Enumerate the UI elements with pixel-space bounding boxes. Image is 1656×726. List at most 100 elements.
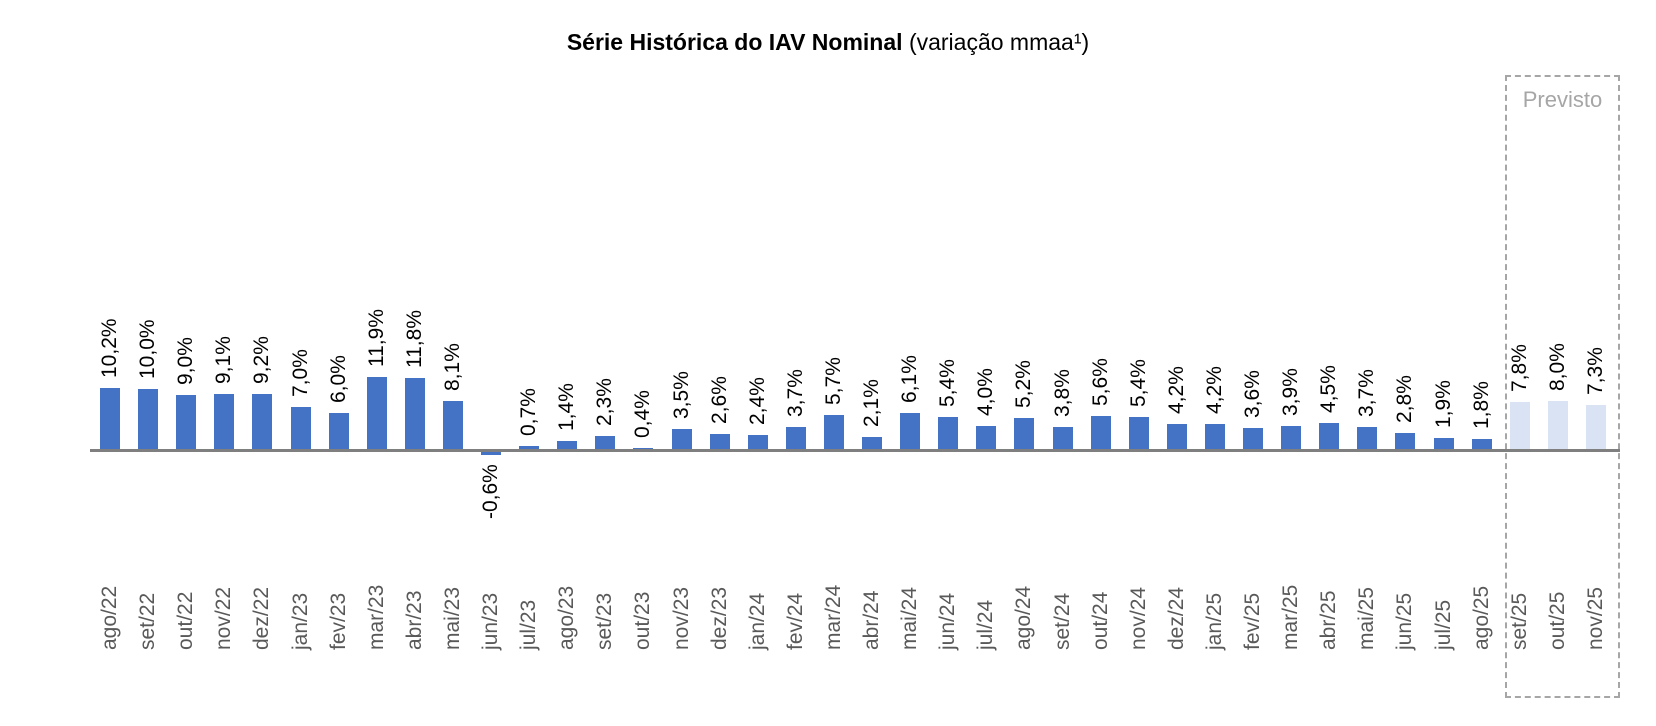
x-tick-label: out/24	[1088, 591, 1112, 650]
bar-value-label: 7,8%	[1507, 344, 1531, 393]
forecast-region-box: Previsto	[1505, 75, 1620, 698]
bar	[1052, 426, 1073, 450]
bar-value-label: 9,0%	[174, 337, 198, 386]
x-tick-label: jul/23	[517, 599, 541, 650]
bar	[328, 413, 349, 450]
bar	[1471, 439, 1492, 450]
bar	[1243, 428, 1263, 450]
bar-value-label: 3,6%	[1241, 370, 1264, 419]
bar	[1357, 427, 1378, 450]
bar-value-label: 5,4%	[936, 359, 960, 408]
x-tick-label: set/23	[593, 592, 617, 650]
x-tick-label: mai/25	[1355, 586, 1379, 650]
bar	[785, 427, 806, 450]
bar-value-label: 2,8%	[1393, 375, 1417, 423]
bar-value-label: 8,0%	[1545, 343, 1569, 392]
bar	[823, 415, 844, 450]
bar-value-label: 8,1%	[440, 342, 464, 391]
bar	[176, 395, 197, 450]
x-tick-label: mar/24	[821, 584, 845, 650]
x-tick-label: nov/22	[212, 586, 236, 650]
bar	[938, 417, 959, 450]
x-tick-label: out/25	[1545, 591, 1569, 650]
bar-value-label: 6,1%	[898, 354, 922, 403]
bar-value-label: 0,7%	[517, 387, 541, 436]
x-tick-label: mai/24	[898, 586, 922, 650]
x-tick-label: ago/22	[98, 585, 121, 650]
forecast-bar	[1509, 402, 1530, 450]
chart-title-main: Série Histórica do IAV Nominal	[566, 29, 903, 55]
bar-value-label: 1,8%	[1469, 381, 1493, 430]
bar	[1014, 418, 1035, 450]
x-tick-label: dez/24	[1164, 586, 1188, 650]
bar	[519, 445, 540, 450]
x-tick-label: set/24	[1050, 592, 1074, 650]
bar	[481, 451, 501, 455]
bar-value-label: 1,9%	[1431, 380, 1455, 429]
bar	[1166, 424, 1187, 450]
bar-value-label: 9,2%	[250, 336, 274, 384]
x-tick-label: fev/24	[783, 592, 807, 650]
bar	[595, 435, 616, 450]
bar-value-label: 5,4%	[1126, 359, 1150, 408]
bar-value-label: 10,2%	[98, 318, 121, 378]
bar	[1433, 438, 1454, 450]
x-tick-label: jun/25	[1393, 592, 1417, 650]
x-tick-label: jun/24	[936, 592, 960, 650]
bar-value-label: 7,0%	[288, 349, 312, 398]
bar-value-label: 3,8%	[1050, 368, 1074, 417]
x-tick-label: nov/24	[1126, 586, 1150, 650]
bar	[1395, 432, 1416, 450]
bar-value-label: 10,0%	[136, 319, 160, 379]
bar	[404, 378, 425, 450]
x-tick-label: abr/25	[1317, 590, 1341, 650]
bar-value-label: 3,7%	[783, 369, 807, 418]
forecast-bar	[1585, 405, 1606, 450]
bar-value-label: 3,7%	[1355, 369, 1379, 418]
x-tick-label: nov/23	[669, 586, 693, 650]
bar-value-label: 6,0%	[326, 355, 350, 404]
bar-value-label: 11,9%	[364, 309, 388, 368]
bar-value-label: 3,5%	[669, 370, 693, 419]
bar-value-label: 1,4%	[555, 383, 579, 432]
bar	[214, 394, 235, 450]
bar-value-label: 4,2%	[1202, 366, 1226, 415]
x-tick-label: fev/25	[1241, 592, 1264, 650]
x-tick-label: abr/24	[860, 590, 883, 650]
bar-value-label: -0,6%	[479, 464, 502, 519]
bar-value-label: 4,2%	[1164, 366, 1188, 415]
bar	[900, 412, 921, 450]
x-tick-label: ago/23	[555, 585, 579, 650]
x-tick-label: mar/25	[1279, 584, 1303, 650]
bar	[747, 435, 768, 450]
forecast-bar	[1547, 401, 1568, 450]
forecast-label: Previsto	[1522, 87, 1603, 112]
bar	[1281, 426, 1302, 450]
x-tick-label: set/25	[1507, 592, 1531, 650]
bar	[557, 441, 578, 450]
bar	[671, 428, 692, 450]
bar	[1204, 424, 1225, 450]
bar	[290, 407, 311, 450]
chart-title: Série Histórica do IAV Nominal (variação…	[0, 28, 1656, 56]
bar	[138, 389, 159, 450]
x-tick-label: jul/25	[1431, 599, 1455, 650]
bar-value-label: 5,6%	[1088, 357, 1112, 406]
bar-value-label: 3,9%	[1279, 368, 1303, 417]
x-tick-label: jun/23	[479, 592, 502, 650]
bar	[252, 393, 273, 450]
bar-value-label: 2,3%	[593, 378, 617, 426]
x-tick-label: ago/25	[1469, 585, 1493, 650]
bar	[1090, 415, 1111, 450]
bar-value-label: 2,6%	[707, 376, 731, 425]
x-tick-label: jan/23	[288, 592, 312, 650]
x-tick-label: nov/25	[1583, 586, 1607, 650]
bar-value-label: 2,4%	[745, 377, 769, 426]
chart-title-subtitle: (variação mmaa¹)	[908, 29, 1090, 55]
bar-value-label: 4,0%	[974, 367, 998, 416]
bar-value-label: 5,7%	[821, 357, 845, 406]
x-tick-label: jan/24	[745, 592, 769, 650]
bar-value-label: 0,4%	[631, 389, 655, 438]
bar-value-label: 4,5%	[1317, 364, 1341, 413]
